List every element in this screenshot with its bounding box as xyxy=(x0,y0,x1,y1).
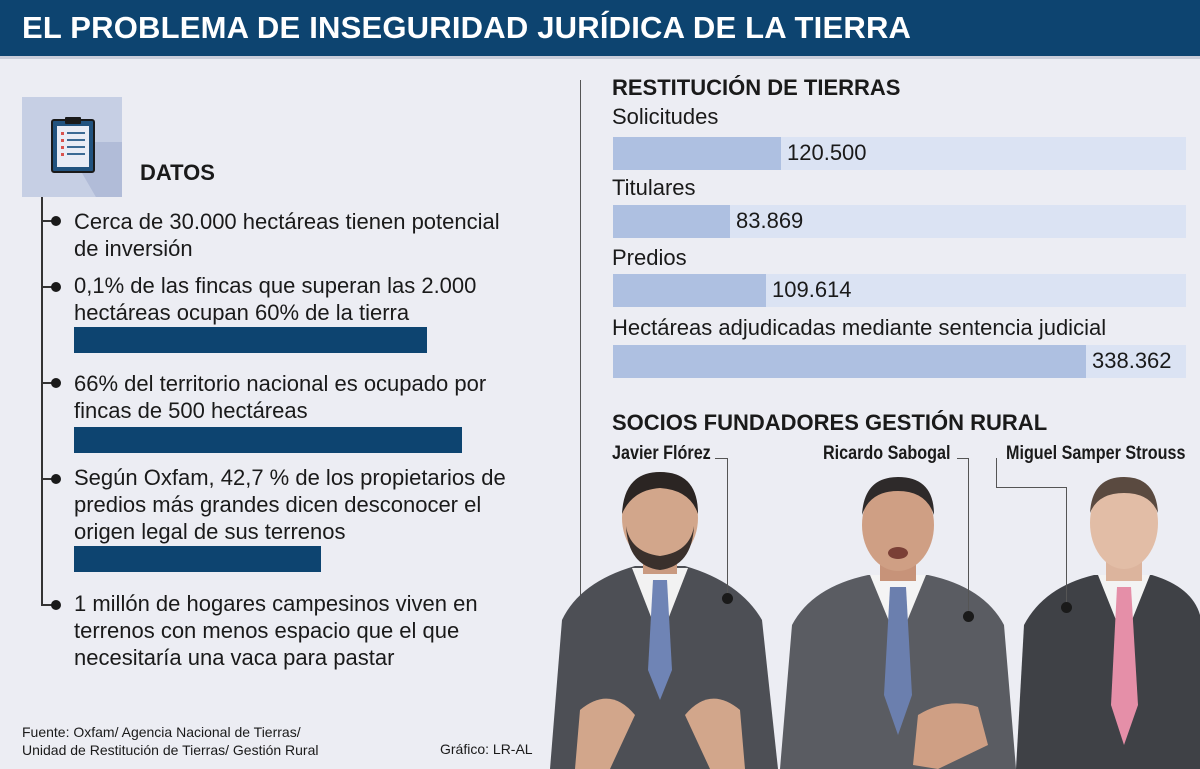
timeline-tick xyxy=(41,478,55,480)
header-divider xyxy=(0,56,1200,59)
datos-item-line: Según Oxfam, 42,7 % de los propietarios … xyxy=(74,465,506,490)
timeline-tick xyxy=(41,220,55,222)
bar-value-label: 120.500 xyxy=(787,140,867,165)
bar xyxy=(613,274,766,307)
leader-line xyxy=(1066,487,1067,607)
datos-item: 66% del territorio nacional es ocupado p… xyxy=(74,370,544,424)
datos-item: 1 millón de hogares campesinos viven en … xyxy=(74,590,544,671)
bullet-icon xyxy=(51,474,61,484)
bullet-icon xyxy=(51,216,61,226)
bar xyxy=(613,345,1086,378)
column-divider xyxy=(580,80,581,610)
datos-item-line: necesitaría una vaca para pastar xyxy=(74,645,395,670)
datos-item-line: 0,1% de las fincas que superan las 2.000 xyxy=(74,273,477,298)
datos-item-line: 1 millón de hogares campesinos viven en xyxy=(74,591,478,616)
datos-item-line: fincas de 500 hectáreas xyxy=(74,398,308,423)
datos-item-line: origen legal de sus terrenos xyxy=(74,519,346,544)
datos-item: Cerca de 30.000 hectáreas tienen potenci… xyxy=(74,208,544,262)
leader-line xyxy=(996,487,1066,488)
stat-bar xyxy=(74,427,462,453)
bar xyxy=(613,205,730,238)
bar-track: 338.362 xyxy=(613,345,1186,378)
datos-item-line: de inversión xyxy=(74,236,193,261)
header-banner: EL PROBLEMA DE INSEGURIDAD JURÍDICA DE L… xyxy=(0,0,1200,56)
leader-line xyxy=(715,458,728,459)
bullet-icon xyxy=(51,600,61,610)
founders-title: SOCIOS FUNDADORES GESTIÓN RURAL xyxy=(612,410,1048,435)
leader-line xyxy=(957,458,969,459)
datos-title: DATOS xyxy=(140,160,215,185)
page-title: EL PROBLEMA DE INSEGURIDAD JURÍDICA DE L… xyxy=(22,10,912,45)
bullet-icon xyxy=(51,378,61,388)
timeline-tick xyxy=(41,286,55,288)
bar-value-label: 109.614 xyxy=(772,277,852,302)
leader-dot-icon xyxy=(722,593,733,604)
datos-item-line: terrenos con menos espacio que el que xyxy=(74,618,460,643)
source-line: Fuente: Oxfam/ Agencia Nacional de Tierr… xyxy=(22,724,301,740)
leader-dot-icon xyxy=(1061,602,1072,613)
bar-track: 109.614 xyxy=(613,274,1186,307)
datos-item: Según Oxfam, 42,7 % de los propietarios … xyxy=(74,464,544,545)
bar-value-label: 338.362 xyxy=(1092,348,1172,373)
leader-line xyxy=(727,458,728,598)
datos-item-line: predios más grandes dicen desconocer el xyxy=(74,492,482,517)
source-line: Unidad de Restitución de Tierras/ Gestió… xyxy=(22,742,319,758)
graphic-credit: Gráfico: LR-AL xyxy=(440,741,533,757)
category-label: Hectáreas adjudicadas mediante sentencia… xyxy=(612,315,1107,340)
chart-title: RESTITUCIÓN DE TIERRAS xyxy=(612,75,901,100)
stat-bar xyxy=(74,546,321,572)
leader-line xyxy=(996,458,997,488)
bar-track: 83.869 xyxy=(613,205,1186,238)
datos-item-line: Cerca de 30.000 hectáreas tienen potenci… xyxy=(74,209,500,234)
bar-value-label: 83.869 xyxy=(736,208,804,233)
datos-item: 0,1% de las fincas que superan las 2.000… xyxy=(74,272,544,326)
bar-track: 120.500 xyxy=(613,137,1186,170)
founder-name: Ricardo Sabogal xyxy=(823,443,951,464)
leader-line xyxy=(968,458,969,616)
founder-name: Javier Flórez xyxy=(612,443,711,464)
datos-timeline xyxy=(41,197,43,606)
category-label: Titulares xyxy=(612,175,696,200)
clipboard-icon xyxy=(51,117,95,173)
datos-item-line: hectáreas ocupan 60% de la tierra xyxy=(74,300,410,325)
timeline-tick xyxy=(41,604,55,606)
timeline-tick xyxy=(41,382,55,384)
bar xyxy=(613,137,781,170)
founder-portrait xyxy=(550,472,778,769)
founder-portrait xyxy=(1016,477,1200,769)
datos-item-line: 66% del territorio nacional es ocupado p… xyxy=(74,371,487,396)
founder-name: Miguel Samper Strouss xyxy=(1006,443,1186,464)
founder-portrait xyxy=(780,477,1016,769)
bullet-icon xyxy=(51,282,61,292)
stat-bar xyxy=(74,327,427,353)
category-label: Predios xyxy=(612,245,687,270)
category-label: Solicitudes xyxy=(612,104,719,129)
source-note: Fuente: Oxfam/ Agencia Nacional de Tierr… xyxy=(22,723,318,759)
leader-dot-icon xyxy=(963,611,974,622)
